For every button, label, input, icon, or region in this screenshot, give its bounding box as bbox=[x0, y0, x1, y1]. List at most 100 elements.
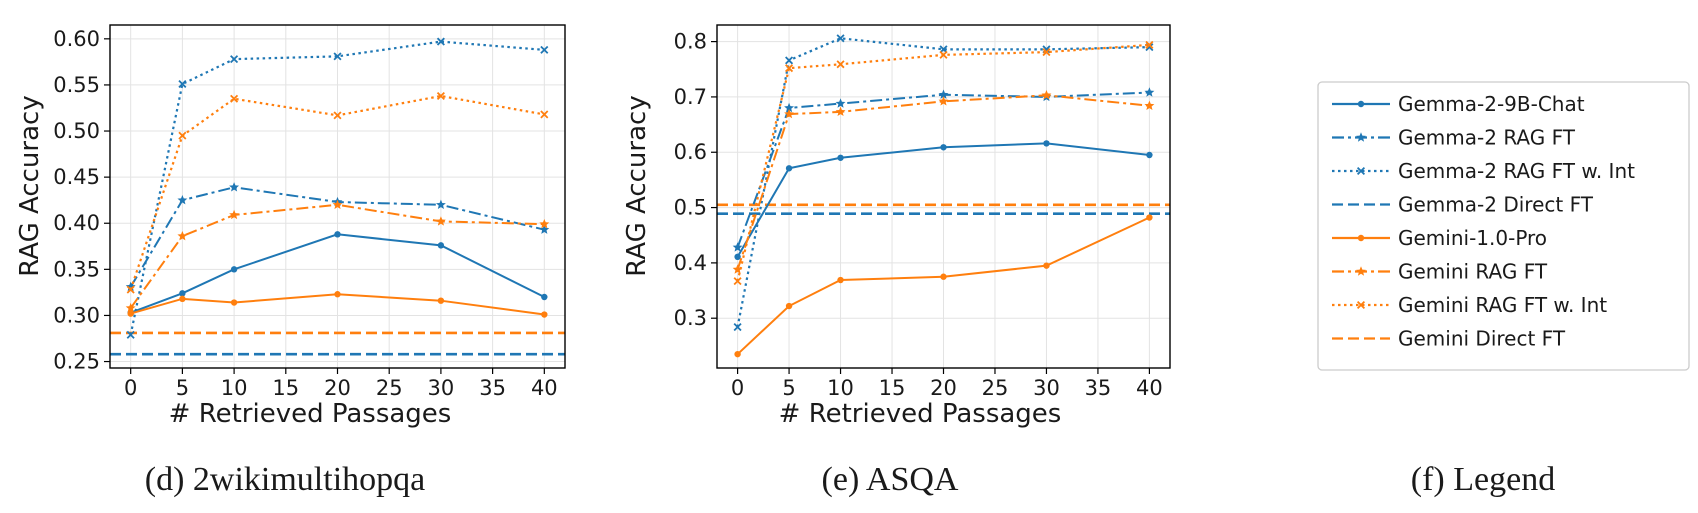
legend-marker bbox=[1357, 100, 1365, 108]
data-point bbox=[939, 50, 948, 59]
data-point bbox=[1144, 87, 1155, 97]
reference-lines bbox=[110, 331, 565, 356]
series-gemini-rag-ft-w-int bbox=[733, 40, 1154, 286]
data-point bbox=[836, 60, 845, 69]
data-point bbox=[177, 230, 188, 241]
legend-entry: Gemma-2 Direct FT bbox=[1332, 193, 1594, 217]
data-point bbox=[837, 154, 844, 161]
data-point bbox=[1144, 100, 1155, 110]
data-point bbox=[436, 91, 445, 101]
data-point bbox=[1041, 90, 1052, 100]
x-ticks: 0 5 10 15 20 25 30 35 40 bbox=[731, 368, 1163, 400]
data-point bbox=[837, 276, 844, 284]
data-point bbox=[785, 64, 794, 73]
data-point bbox=[540, 110, 549, 119]
series-gemma-2-9b-chat bbox=[734, 140, 1153, 261]
data-point bbox=[1043, 262, 1050, 269]
panel-caption: (e) ASQA bbox=[822, 461, 959, 498]
x-tick-label: 35 bbox=[479, 376, 506, 400]
series bbox=[732, 34, 1155, 358]
y-tick-label: 0.45 bbox=[53, 165, 100, 189]
legend-marker bbox=[1357, 234, 1365, 242]
data-point bbox=[127, 310, 134, 317]
x-tick-label: 40 bbox=[1136, 376, 1163, 400]
series-gemini-rag-ft bbox=[732, 90, 1155, 274]
series bbox=[125, 37, 550, 339]
data-point bbox=[334, 231, 341, 238]
series-line-gemma-2-9b-chat bbox=[736, 142, 1150, 258]
reference-lines bbox=[717, 203, 1170, 215]
series-line-gemini-rag-ft bbox=[736, 94, 1150, 270]
data-point bbox=[178, 131, 187, 140]
data-point bbox=[334, 291, 341, 298]
data-point bbox=[835, 106, 846, 117]
y-tick-label: 0.7 bbox=[674, 85, 707, 109]
series-line-gemma-2-rag-ft-w-int bbox=[736, 37, 1150, 328]
grid bbox=[110, 25, 565, 368]
series-gemini-1-0-pro bbox=[734, 214, 1153, 358]
legend-label: Gemma-2 RAG FT bbox=[1398, 126, 1576, 150]
y-ticks: 0.3 0.4 0.5 0.6 0.7 0.8 bbox=[674, 30, 717, 330]
x-tick-label: 20 bbox=[930, 376, 957, 400]
grid bbox=[717, 25, 1170, 368]
data-point bbox=[938, 89, 949, 99]
data-point bbox=[435, 216, 446, 226]
data-point bbox=[230, 266, 238, 273]
data-point bbox=[940, 273, 947, 280]
legend-label: Gemma-2-9B-Chat bbox=[1398, 92, 1585, 116]
series-line-gemini-rag-ft-w-int bbox=[129, 94, 545, 290]
data-point bbox=[835, 98, 846, 108]
legend-caption: (f) Legend bbox=[1411, 461, 1555, 498]
series-gemini-1-0-pro bbox=[127, 291, 548, 318]
y-tick-label: 0.4 bbox=[674, 251, 707, 275]
x-tick-label: 20 bbox=[324, 376, 351, 400]
panel-2wikimultihopqa: 0 5 10 15 20 25 30 35 40 0.25 0.30 0.35 0.40 0.45 0.5… bbox=[15, 24, 566, 498]
y-tick-label: 0.6 bbox=[674, 140, 707, 164]
legend-label: Gemini RAG FT bbox=[1398, 260, 1548, 284]
y-tick-label: 0.55 bbox=[53, 73, 100, 97]
data-point bbox=[179, 290, 186, 297]
x-axis-label: # Retrieved Passages bbox=[779, 399, 1062, 429]
x-tick-label: 5 bbox=[176, 376, 189, 400]
data-point bbox=[784, 102, 795, 113]
data-point bbox=[333, 52, 342, 61]
data-point bbox=[230, 299, 238, 306]
legend-entry: Gemini RAG FT w. Int bbox=[1332, 293, 1607, 317]
y-tick-label: 0.8 bbox=[674, 30, 707, 54]
data-point bbox=[785, 302, 793, 310]
x-tick-label: 25 bbox=[376, 376, 403, 400]
x-tick-label: 30 bbox=[428, 376, 455, 400]
legend-entry: Gemma-2 RAG FT bbox=[1332, 126, 1576, 150]
legend-marker bbox=[1356, 266, 1366, 276]
data-point bbox=[437, 297, 445, 304]
x-tick-label: 0 bbox=[731, 376, 744, 400]
legend-marker bbox=[1356, 132, 1366, 142]
series-line-gemma-2-rag-ft bbox=[129, 186, 545, 288]
legend-entry: Gemma-2-9B-Chat bbox=[1332, 92, 1585, 116]
legend-label: Gemma-2 Direct FT bbox=[1398, 193, 1594, 217]
data-point bbox=[230, 55, 239, 64]
y-tick-label: 0.40 bbox=[53, 211, 100, 235]
data-point bbox=[230, 94, 239, 103]
y-tick-label: 0.3 bbox=[674, 306, 707, 330]
data-point bbox=[539, 218, 550, 229]
data-point bbox=[1146, 151, 1153, 159]
data-point bbox=[332, 199, 343, 210]
legend-label: Gemma-2 RAG FT w. Int bbox=[1398, 159, 1635, 183]
legend-marker bbox=[1356, 166, 1366, 176]
series-line-gemma-2-9b-chat bbox=[130, 233, 545, 314]
legend-marker bbox=[1356, 300, 1366, 310]
legend-entry: Gemini RAG FT bbox=[1332, 260, 1548, 284]
data-point bbox=[539, 224, 550, 234]
series-line-gemini-rag-ft bbox=[129, 203, 545, 309]
legend-label: Gemini-1.0-Pro bbox=[1398, 226, 1547, 250]
data-point bbox=[1145, 40, 1154, 49]
y-axis-label: RAG Accuracy bbox=[15, 95, 45, 276]
y-tick-label: 0.5 bbox=[674, 196, 707, 220]
data-point bbox=[1042, 48, 1051, 57]
x-tick-label: 5 bbox=[782, 376, 795, 400]
series-line-gemini-rag-ft-w-int bbox=[736, 43, 1150, 282]
x-tick-label: 35 bbox=[1085, 376, 1112, 400]
data-point bbox=[179, 295, 186, 303]
legend-entries: Gemma-2-9B-Chat Gemma-2 RAG FT Gemma-2 RAG… bbox=[1332, 92, 1635, 351]
